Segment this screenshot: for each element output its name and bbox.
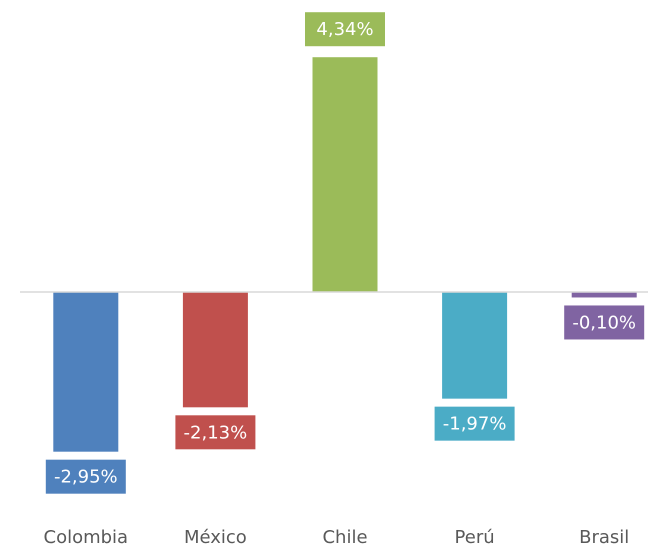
bar [442,292,508,399]
value-label: -1,97% [443,414,507,435]
x-tick-label: Colombia [44,527,129,547]
label-box [564,305,645,340]
label-box [175,415,256,450]
label-box [434,406,515,441]
x-tick-label: Brasil [579,527,629,547]
bar [53,292,119,452]
bar [182,292,248,408]
label-box [45,459,126,494]
value-label: -2,95% [54,467,118,488]
x-tick-label: Chile [322,527,367,547]
x-tick-label: Perú [455,527,495,547]
value-label: -0,10% [572,312,636,333]
x-tick-label: México [184,527,247,547]
label-box [305,12,385,47]
value-label: 4,34% [316,19,373,40]
bar [312,57,378,293]
value-label: -2,13% [184,422,248,443]
bar [571,292,637,298]
